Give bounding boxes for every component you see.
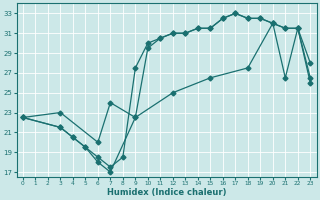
X-axis label: Humidex (Indice chaleur): Humidex (Indice chaleur): [107, 188, 226, 197]
